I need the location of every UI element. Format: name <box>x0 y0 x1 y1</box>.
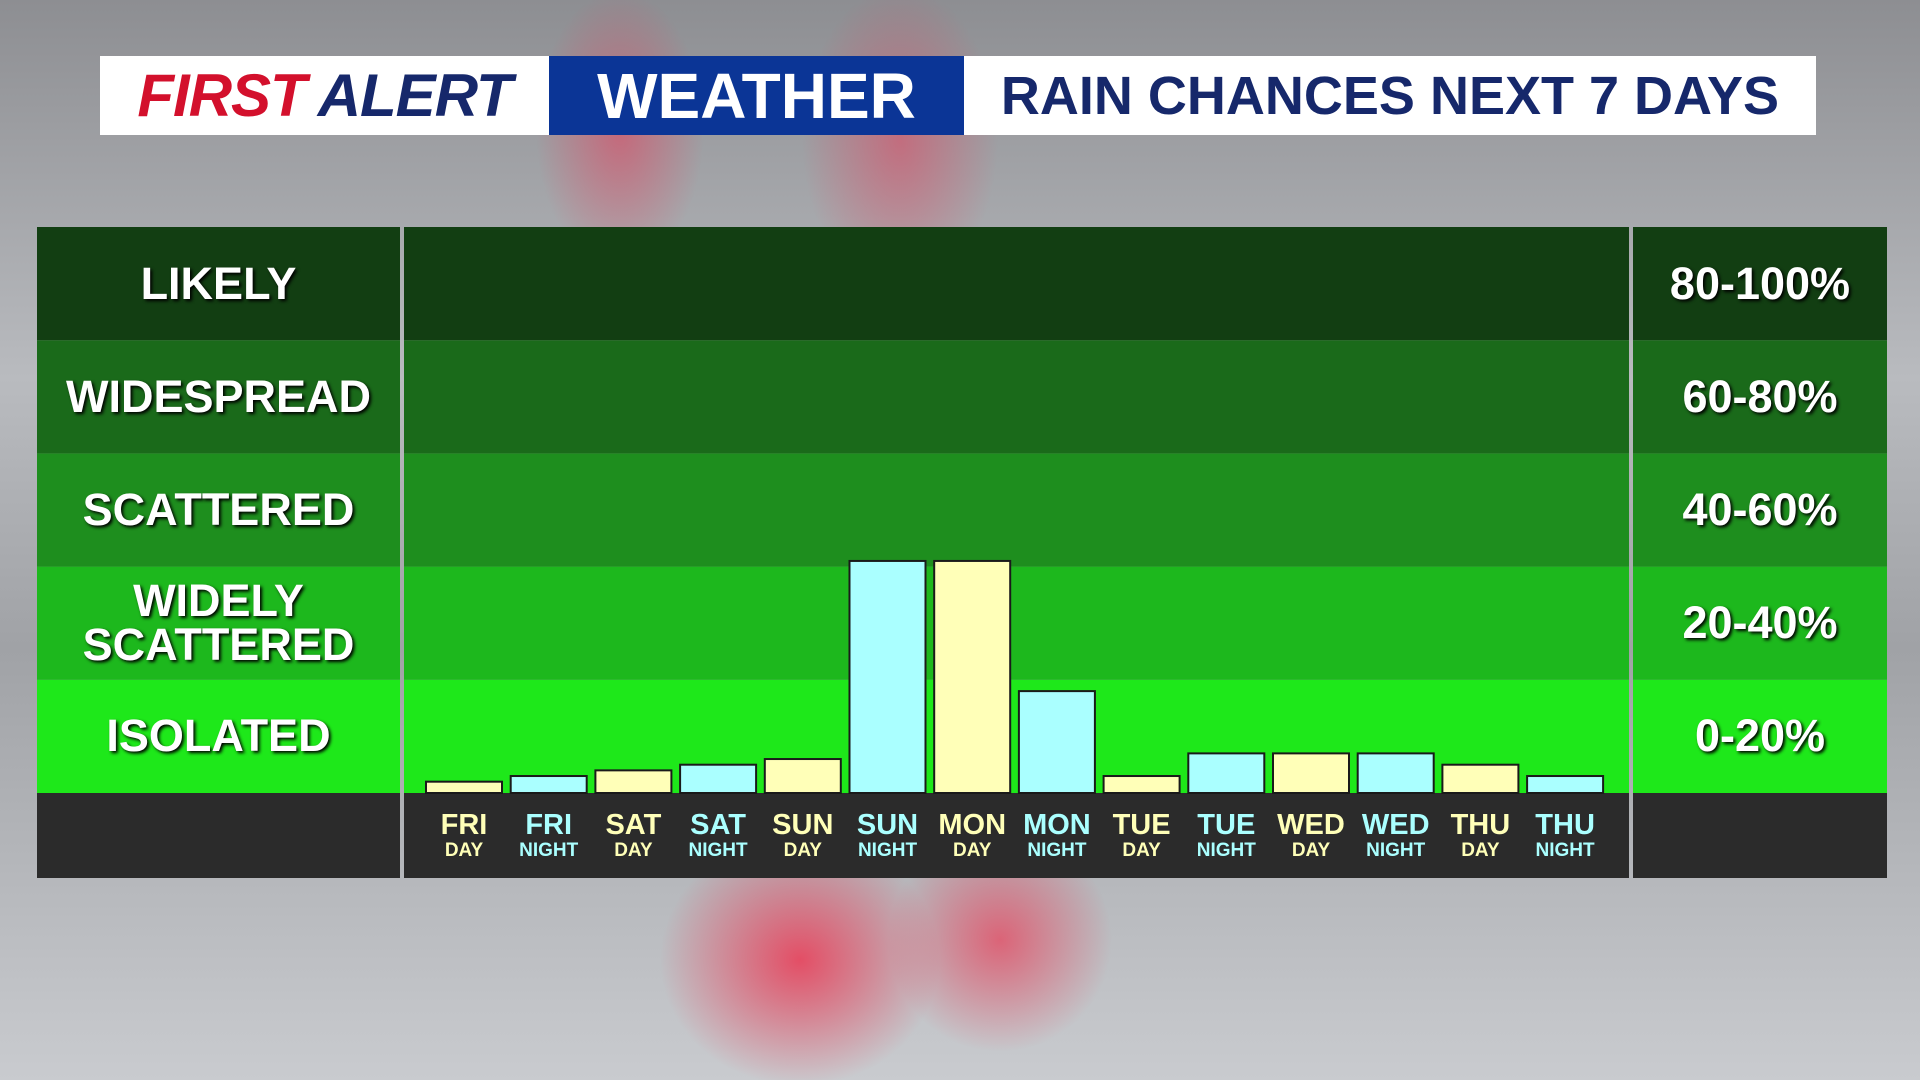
band <box>404 566 1629 680</box>
band-range: 80-100% <box>1669 257 1851 309</box>
x-tick-label: WED <box>1362 809 1430 841</box>
x-tick-sublabel: DAY <box>1461 840 1500 861</box>
band-range: 60-80% <box>1682 370 1838 422</box>
band <box>404 340 1629 454</box>
band-name: WIDELY SCATTERED <box>82 575 355 671</box>
x-tick-sublabel: DAY <box>1122 840 1161 861</box>
bar <box>1017 690 1096 794</box>
band-range: 0-20% <box>1694 710 1826 762</box>
bar <box>1102 775 1181 795</box>
band <box>37 453 400 567</box>
band-range: 20-40% <box>1682 597 1838 649</box>
bar <box>933 559 1012 794</box>
chart-title: RAIN CHANCES NEXT 7 DAYS <box>964 56 1816 135</box>
x-tick-sublabel: NIGHT <box>689 840 749 861</box>
band <box>1633 566 1887 680</box>
x-tick-label: SUN <box>857 809 918 841</box>
bar <box>1441 763 1520 795</box>
brand-alert: ALERT <box>317 62 513 129</box>
brand-weather: WEATHER <box>549 56 964 135</box>
x-tick-label: MON <box>1023 809 1091 841</box>
bar <box>763 758 842 794</box>
x-tick-label: SAT <box>605 809 661 841</box>
label-strip <box>37 793 400 878</box>
x-tick-label: THU <box>1451 809 1511 841</box>
x-tick-sublabel: NIGHT <box>1366 840 1426 861</box>
x-tick-sublabel: DAY <box>784 840 823 861</box>
band <box>37 340 400 454</box>
bar <box>1187 752 1266 795</box>
band <box>404 227 1629 341</box>
band-name: LIKELY <box>140 257 297 309</box>
bar <box>1356 752 1435 795</box>
x-tick-label: FRI <box>441 809 488 841</box>
band <box>1633 340 1887 454</box>
x-tick-sublabel: NIGHT <box>1197 840 1257 861</box>
band <box>404 453 1629 567</box>
x-tick-label: MON <box>938 809 1006 841</box>
label-strip <box>404 793 1629 878</box>
x-tick-label: THU <box>1535 809 1595 841</box>
x-tick-label: SUN <box>772 809 833 841</box>
band-name: WIDESPREAD <box>65 370 372 422</box>
band <box>37 679 400 793</box>
x-tick-sublabel: DAY <box>953 840 992 861</box>
bar <box>1272 752 1350 795</box>
x-tick-sublabel: DAY <box>445 840 484 861</box>
band-range: 40-60% <box>1682 483 1838 535</box>
band <box>37 566 400 680</box>
x-tick-label: FRI <box>525 809 572 841</box>
bar <box>679 763 758 795</box>
brand-first: FIRST <box>137 62 306 129</box>
x-tick-sublabel: DAY <box>614 840 653 861</box>
bar <box>1526 775 1605 795</box>
x-tick-label: SAT <box>690 809 746 841</box>
label-strip <box>1633 793 1887 878</box>
x-tick-sublabel: NIGHT <box>858 840 918 861</box>
x-tick-label: TUE <box>1113 809 1171 841</box>
band <box>1633 453 1887 567</box>
x-tick-sublabel: NIGHT <box>1027 840 1087 861</box>
band <box>37 227 400 341</box>
bar <box>509 775 588 795</box>
bar <box>425 780 503 794</box>
bar <box>594 769 673 794</box>
band <box>1633 227 1887 341</box>
brand: FIRST ALERT <box>100 56 549 135</box>
x-tick-sublabel: NIGHT <box>519 840 579 861</box>
x-tick-label: TUE <box>1197 809 1255 841</box>
bar <box>848 559 927 794</box>
x-tick-label: WED <box>1277 809 1345 841</box>
band-name: SCATTERED <box>82 483 355 535</box>
x-tick-sublabel: NIGHT <box>1536 840 1596 861</box>
band-name: ISOLATED <box>106 710 331 762</box>
band <box>1633 679 1887 793</box>
x-tick-sublabel: DAY <box>1292 840 1331 861</box>
